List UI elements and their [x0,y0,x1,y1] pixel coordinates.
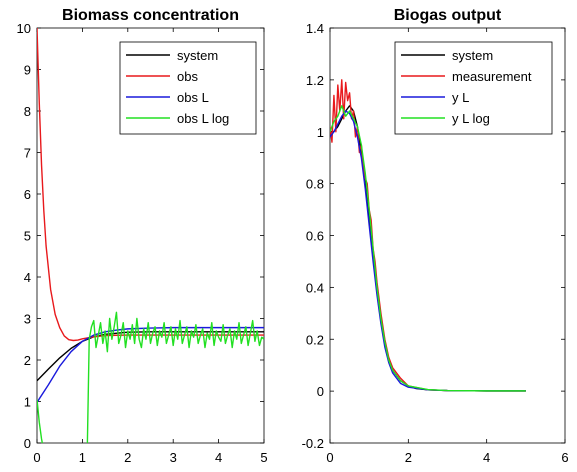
chart-title: Biogas output [394,7,502,24]
x-tick-label: 0 [33,450,40,465]
x-tick-label: 4 [483,450,490,465]
y-tick-label: -0.2 [302,436,324,451]
biomass-chart: Biomass concentration 0 1 2 3 4 5 0 1 2 3 4 5 6 7 8 9 10 s… [17,7,268,465]
y-tick-label: 0.4 [306,280,324,295]
chart-title: Biomass concentration [62,7,239,24]
legend-label: obs L log [177,111,229,126]
legend-label: obs [177,69,198,84]
y-tick-label: 10 [17,21,31,36]
y-tick-label: 8 [24,104,31,119]
series-line-obs-l-log [37,311,264,443]
y-tick-label: 1 [24,395,31,410]
y-tick-label: 0.8 [306,177,324,192]
y-tick-label: 1.4 [306,21,324,36]
legend-label: y L [452,90,469,105]
series-group [37,28,264,443]
y-tick-label: 9 [24,63,31,78]
legend-label: system [452,48,493,63]
x-tick-label: 5 [260,450,267,465]
legend-label: system [177,48,218,63]
legend-label: y L log [452,111,490,126]
x-tick-label: 4 [215,450,222,465]
x-tick-label: 3 [170,450,177,465]
y-tick-label: 5 [24,229,31,244]
legend-label: measurement [452,69,532,84]
y-tick-label: 0 [317,384,324,399]
legend: system measurement y L y L log [394,41,553,135]
y-tick-label: 3 [24,312,31,327]
series-line-y-l-log [330,105,526,392]
legend-label: obs L [177,90,209,105]
series-group [330,79,526,392]
y-tick-label: 0 [24,436,31,451]
x-tick-label: 1 [79,450,86,465]
y-tick-label: 1 [317,125,324,140]
y-tick-label: 2 [24,353,31,368]
x-tick-label: 2 [405,450,412,465]
y-tick-label: 0.6 [306,229,324,244]
y-tick-label: 4 [24,270,31,285]
legend: system obs obs L obs L log [119,41,257,135]
y-tick-label: 7 [24,146,31,161]
x-tick-label: 6 [561,450,568,465]
x-tick-label: 0 [326,450,333,465]
y-tick-label: 6 [24,187,31,202]
y-tick-label: 1.2 [306,73,324,88]
y-tick-label: 0.2 [306,332,324,347]
x-tick-label: 2 [124,450,131,465]
